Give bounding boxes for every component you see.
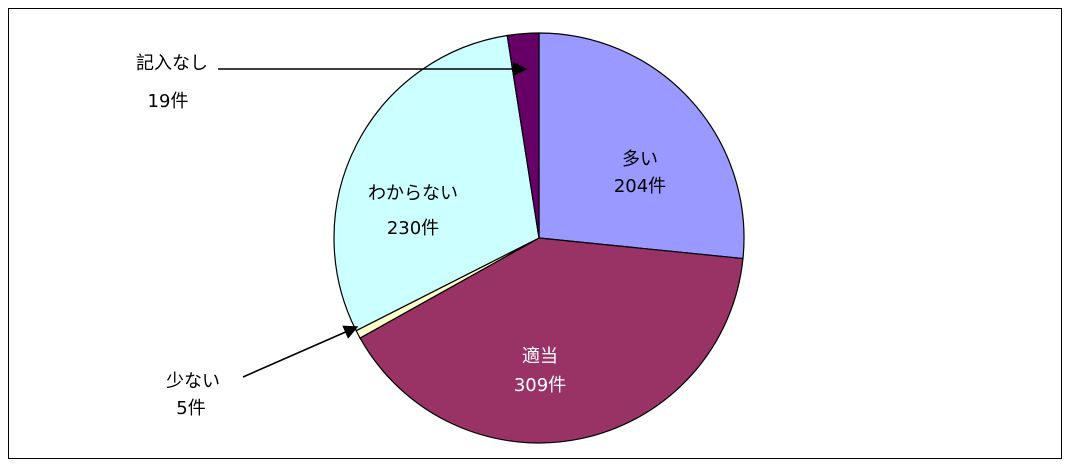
pie-slices — [333, 32, 745, 444]
slice-label-category-3: わからない — [368, 183, 458, 204]
slice-many — [538, 32, 745, 260]
slice-label-value-2: 5件 — [176, 398, 205, 419]
slice-label-category-0: 多い — [622, 149, 658, 170]
slice-label-value-3: 230件 — [387, 218, 439, 239]
slice-label-category-2: 少ない — [166, 371, 220, 392]
slice-no-entry — [506, 32, 540, 239]
slice-unknown — [333, 34, 540, 332]
leader-lines — [218, 61, 528, 378]
slice-label-value-4: 19件 — [148, 91, 189, 112]
slice-label-value-0: 204件 — [614, 176, 666, 197]
leader-line-few — [242, 325, 359, 378]
slice-label-category-4: 記入なし — [136, 53, 208, 74]
slice-label-value-1: 309件 — [514, 375, 566, 396]
slice-appropriate — [359, 237, 744, 444]
slice-label-category-1: 適当 — [522, 346, 558, 367]
